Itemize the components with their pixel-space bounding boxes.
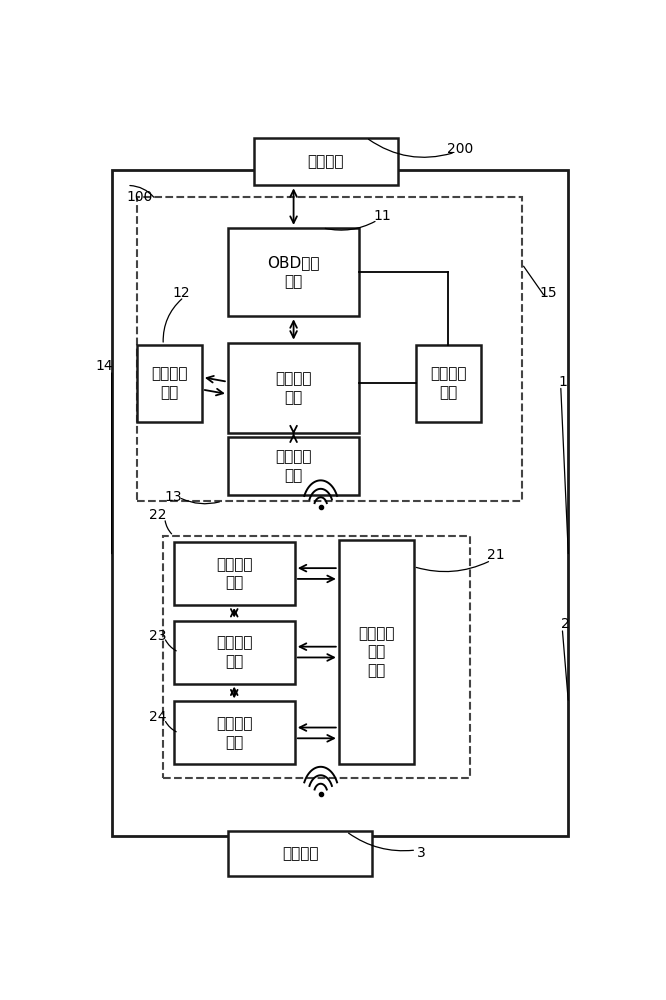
Bar: [112, 170, 569, 836]
Text: 故障预警
模块: 故障预警 模块: [216, 716, 252, 750]
Text: 2: 2: [561, 617, 570, 631]
Text: 15: 15: [539, 286, 557, 300]
Text: 100: 100: [127, 190, 153, 204]
Bar: [254, 138, 398, 185]
Text: OBD检测
模块: OBD检测 模块: [267, 255, 320, 289]
Text: 11: 11: [374, 209, 392, 223]
Text: 21: 21: [488, 548, 505, 562]
Text: 移动终端: 移动终端: [282, 846, 318, 861]
Bar: [416, 345, 481, 422]
Text: 13: 13: [165, 490, 182, 504]
Text: 汽车电脑: 汽车电脑: [308, 154, 344, 169]
Text: 故障数据
管理
模块: 故障数据 管理 模块: [358, 626, 394, 678]
Bar: [163, 536, 470, 778]
Text: 24: 24: [149, 710, 167, 724]
Text: 12: 12: [172, 286, 190, 300]
Text: 中央控制
模块: 中央控制 模块: [275, 371, 312, 405]
Bar: [137, 197, 522, 501]
Text: 22: 22: [149, 508, 167, 522]
Text: 3: 3: [417, 846, 426, 860]
Bar: [228, 343, 360, 433]
Text: 电源管理
模块: 电源管理 模块: [430, 367, 467, 400]
Text: 1: 1: [559, 375, 567, 389]
Bar: [174, 542, 295, 605]
Text: 云端接口
模块: 云端接口 模块: [216, 557, 252, 590]
Text: 云端检测
模块: 云端检测 模块: [216, 635, 252, 669]
Bar: [228, 437, 360, 495]
Bar: [228, 831, 372, 876]
Bar: [228, 228, 360, 316]
Bar: [174, 620, 295, 684]
Bar: [339, 540, 414, 764]
Text: 23: 23: [149, 629, 167, 643]
Bar: [174, 701, 295, 764]
Text: 系统升级
模块: 系统升级 模块: [151, 367, 188, 400]
Text: 14: 14: [95, 359, 113, 373]
Bar: [137, 345, 202, 422]
Text: 200: 200: [447, 142, 473, 156]
Text: 无线网络
模块: 无线网络 模块: [275, 449, 312, 483]
